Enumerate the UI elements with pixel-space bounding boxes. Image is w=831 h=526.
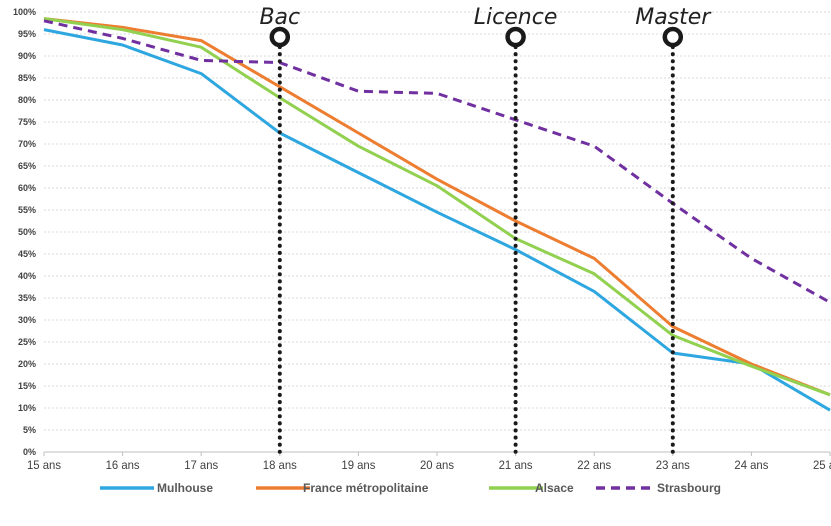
series-line-mulhouse	[43, 28, 831, 412]
x-tick-label: 17 ans	[184, 458, 218, 472]
legend-label: Mulhouse	[157, 481, 213, 495]
y-tick-label: 50%	[18, 227, 36, 237]
x-tick-label: 24 ans	[734, 458, 768, 472]
y-tick-label: 85%	[18, 73, 36, 83]
y-tick-label: 0%	[23, 447, 36, 457]
y-axis: 0% 5% 10% 15% 20% 25% 30% 35% 40% 45% 50% 55% 60% 65%…	[13, 7, 36, 457]
x-tick-label: 22 ans	[577, 458, 611, 472]
y-tick-label: 5%	[23, 425, 36, 435]
x-tick-label: 21 ans	[499, 458, 533, 472]
y-tick-label: 90%	[18, 51, 36, 61]
y-tick-label: 15%	[18, 381, 36, 391]
marker-ring-icon	[505, 26, 526, 48]
marker-ring-icon	[269, 26, 291, 48]
marker-label: Licence	[474, 5, 558, 30]
marker-ring-icon	[662, 26, 684, 48]
marker-label: Master	[635, 5, 712, 30]
y-tick-label: 100%	[13, 7, 36, 17]
legend-label: Strasbourg	[657, 481, 721, 495]
y-tick-label: 95%	[18, 29, 36, 39]
x-tick-label: 18 ans	[263, 458, 297, 472]
x-tick-label: 15 ans	[27, 458, 61, 472]
series-lines	[43, 17, 831, 412]
y-tick-label: 20%	[18, 359, 36, 369]
y-tick-label: 65%	[18, 161, 36, 171]
y-tick-label: 60%	[18, 183, 36, 193]
y-tick-label: 70%	[18, 139, 36, 149]
x-tick-label: 20 ans	[420, 458, 454, 472]
y-tick-label: 80%	[18, 95, 36, 105]
x-tick-label: 25 ans	[813, 458, 831, 472]
series-line-france-m-tropolitaine	[43, 17, 831, 397]
y-tick-label: 25%	[18, 337, 36, 347]
x-tick-label: 19 ans	[341, 458, 375, 472]
x-tick-label: 23 ans	[656, 458, 690, 472]
milestone-markers: Bac Licence Master	[259, 5, 712, 454]
y-tick-label: 75%	[18, 117, 36, 127]
series-line-alsace	[43, 17, 831, 397]
y-tick-label: 10%	[18, 403, 36, 413]
legend-label: France métropolitaine	[303, 481, 429, 495]
y-tick-label: 35%	[18, 293, 36, 303]
legend: Mulhouse France métropolitaine Alsace Stras…	[100, 481, 721, 495]
x-tick-label: 16 ans	[106, 458, 140, 472]
x-axis: 15 ans 16 ans 17 ans 18 ans 19 ans 20 ans 21 a…	[27, 452, 831, 472]
y-tick-label: 45%	[18, 249, 36, 259]
gridlines	[44, 11, 830, 453]
marker-label: Bac	[259, 5, 300, 30]
series-line-strasbourg	[43, 19, 831, 304]
legend-label: Alsace	[535, 481, 574, 495]
y-tick-label: 55%	[18, 205, 36, 215]
y-tick-label: 30%	[18, 315, 36, 325]
y-tick-label: 40%	[18, 271, 36, 281]
